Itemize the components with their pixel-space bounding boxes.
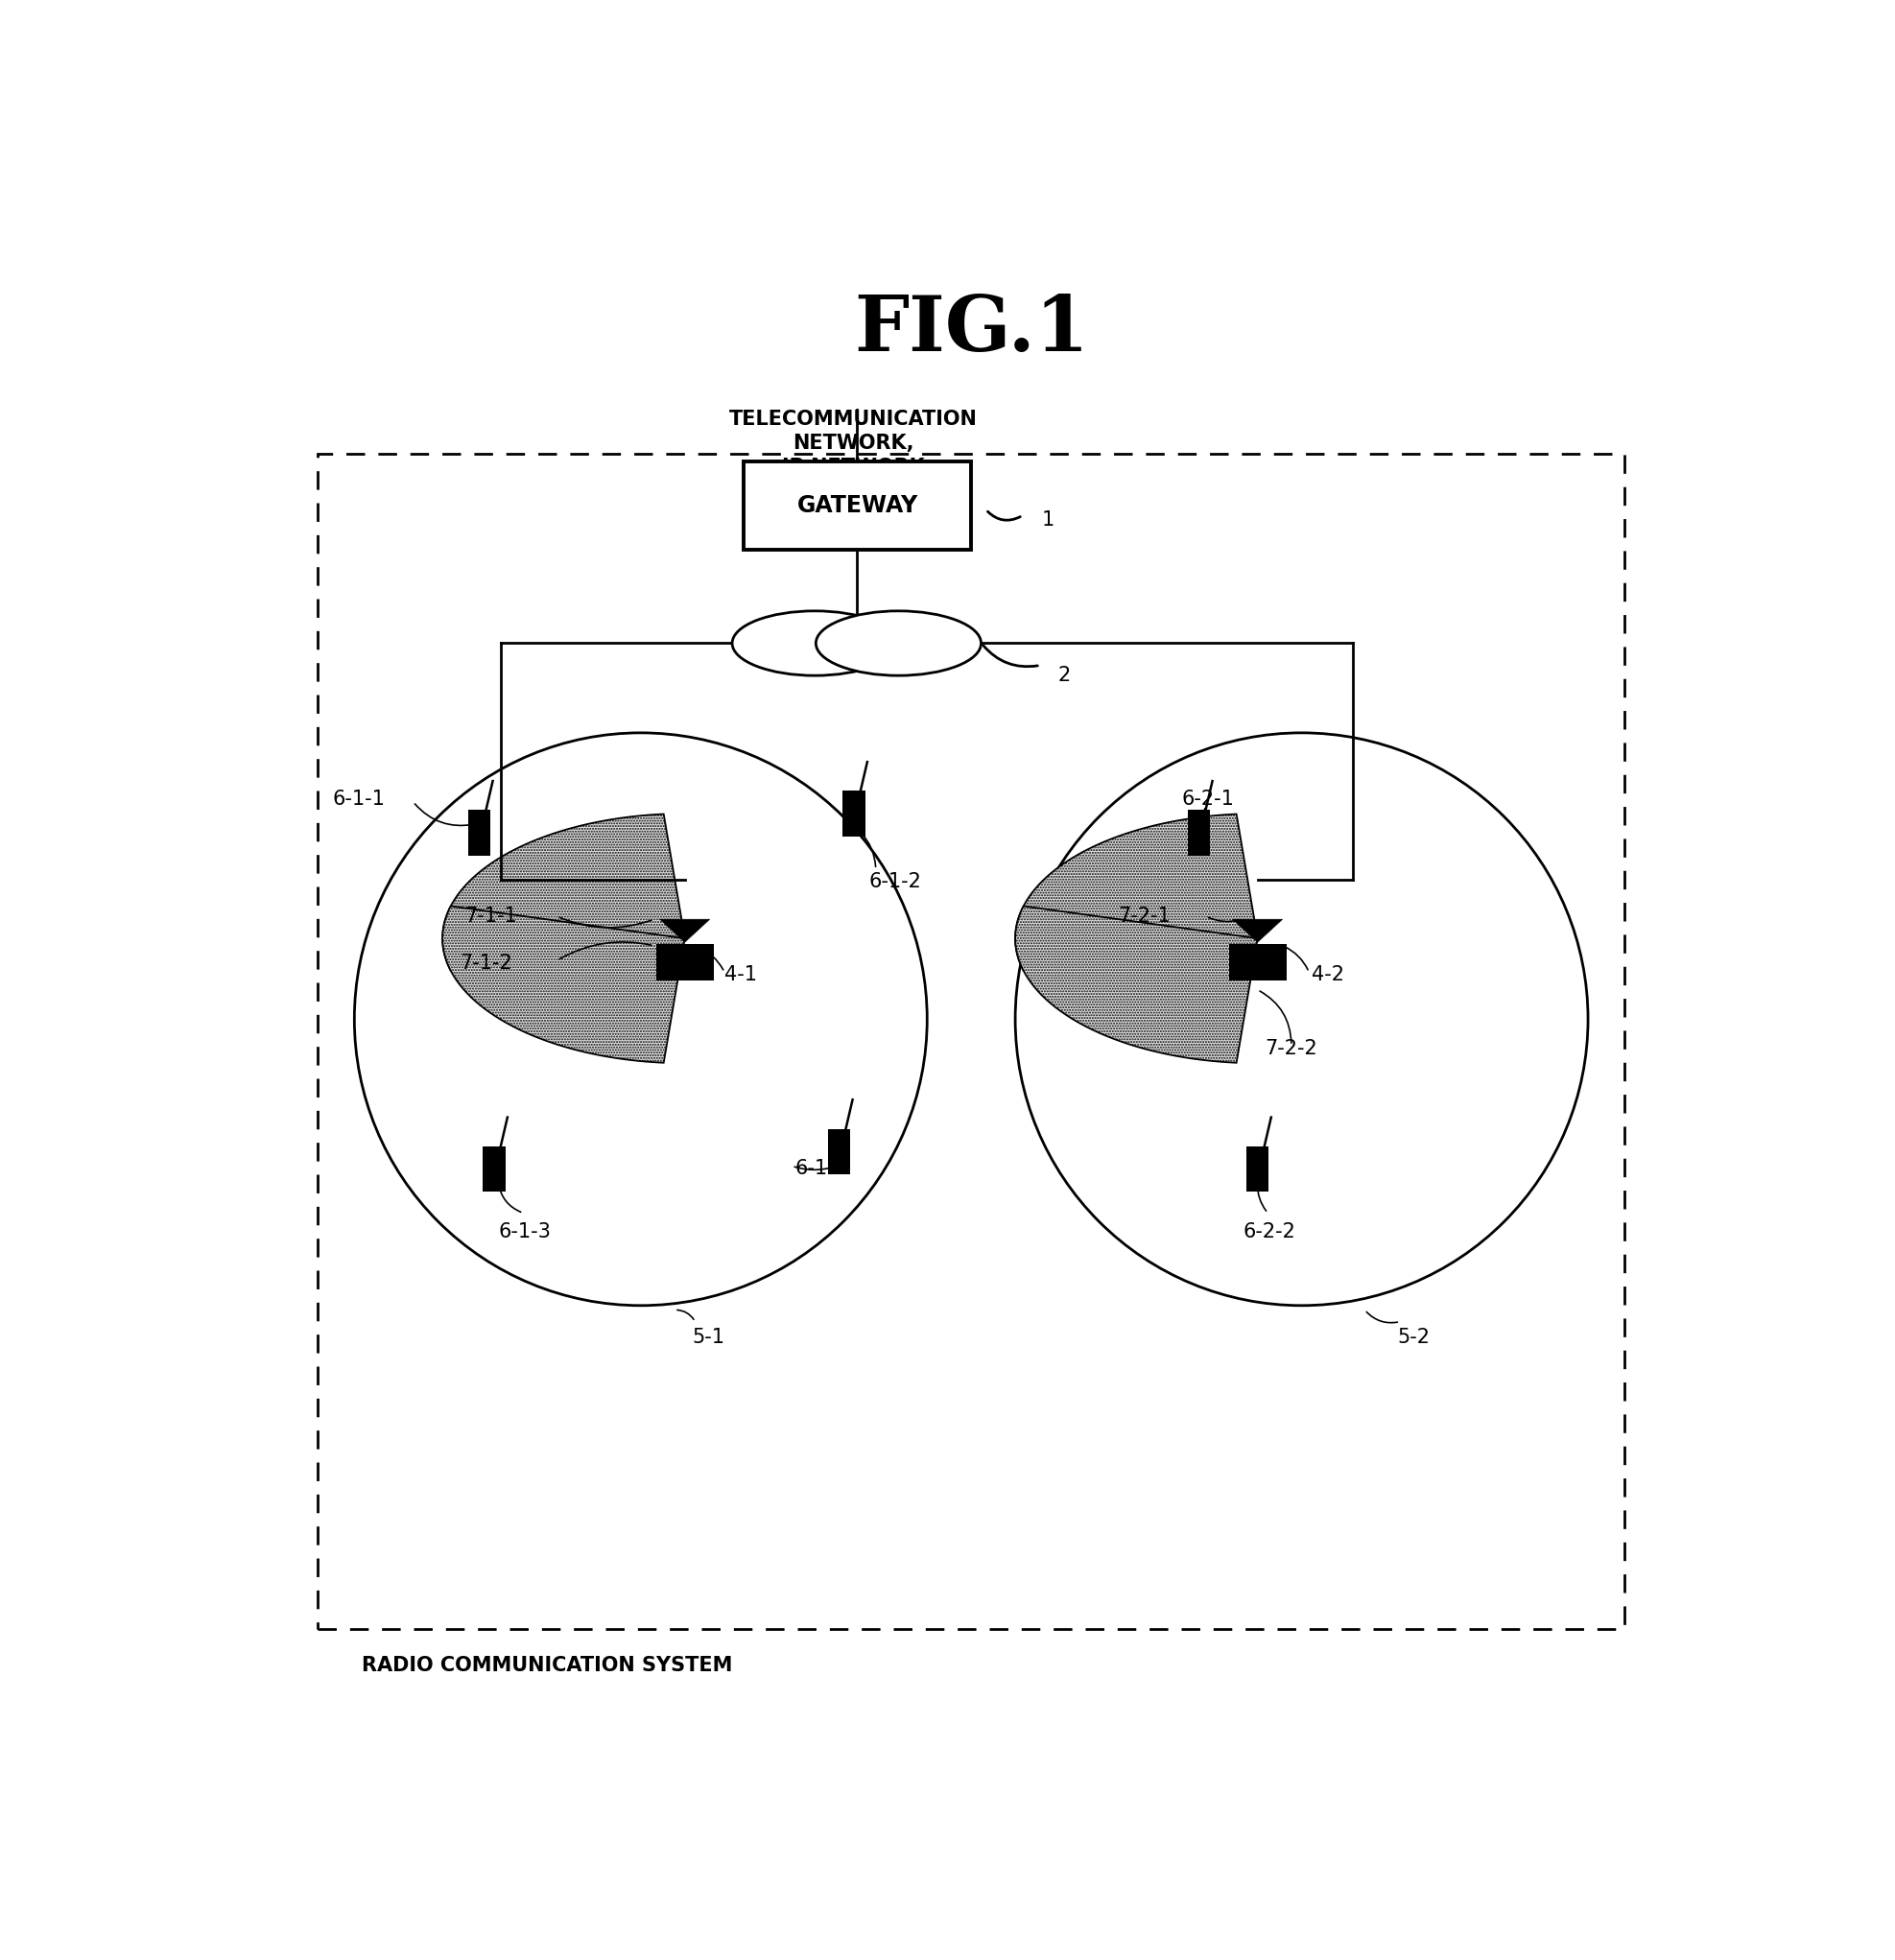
Text: 7-1-2: 7-1-2 (460, 955, 514, 972)
Polygon shape (1016, 906, 1258, 1062)
Text: 7-2-1: 7-2-1 (1118, 907, 1171, 925)
Text: 2: 2 (1057, 666, 1071, 686)
Text: FIG.1: FIG.1 (855, 292, 1088, 367)
Bar (1247, 1147, 1270, 1192)
Text: TELECOMMUNICATION
NETWORK,
IP NETWORK: TELECOMMUNICATION NETWORK, IP NETWORK (730, 410, 978, 476)
Bar (843, 792, 864, 837)
Text: 6-1-1: 6-1-1 (332, 790, 385, 808)
Circle shape (354, 733, 927, 1305)
Text: 6-2-1: 6-2-1 (1181, 790, 1234, 808)
Bar (656, 945, 713, 980)
Polygon shape (443, 906, 684, 1062)
Ellipse shape (731, 612, 898, 676)
Polygon shape (443, 813, 684, 970)
Text: 7-1-1: 7-1-1 (464, 907, 517, 925)
Bar (743, 461, 972, 549)
Polygon shape (1234, 919, 1283, 943)
Text: 4-2: 4-2 (1311, 966, 1345, 984)
Bar (483, 1147, 506, 1192)
Polygon shape (659, 919, 709, 943)
Text: 6-1-2: 6-1-2 (868, 872, 921, 892)
Circle shape (1016, 733, 1588, 1305)
Bar (318, 455, 1624, 1629)
Text: 1: 1 (1042, 510, 1054, 529)
Text: 7-2-2: 7-2-2 (1266, 1039, 1317, 1058)
Text: GATEWAY: GATEWAY (796, 494, 917, 517)
Text: RADIO COMMUNICATION SYSTEM: RADIO COMMUNICATION SYSTEM (362, 1656, 733, 1676)
Ellipse shape (817, 612, 982, 676)
Bar (828, 1129, 851, 1174)
Text: 6-1-4: 6-1-4 (796, 1160, 847, 1178)
Text: 6-2-2: 6-2-2 (1243, 1221, 1296, 1241)
Polygon shape (1016, 813, 1258, 970)
Text: 6-1-3: 6-1-3 (498, 1221, 551, 1241)
Bar (468, 809, 491, 855)
Text: 4-1: 4-1 (724, 966, 758, 984)
Bar (1188, 809, 1211, 855)
Text: 5-1: 5-1 (692, 1327, 724, 1347)
Text: 5-2: 5-2 (1397, 1327, 1429, 1347)
Bar (1230, 945, 1287, 980)
